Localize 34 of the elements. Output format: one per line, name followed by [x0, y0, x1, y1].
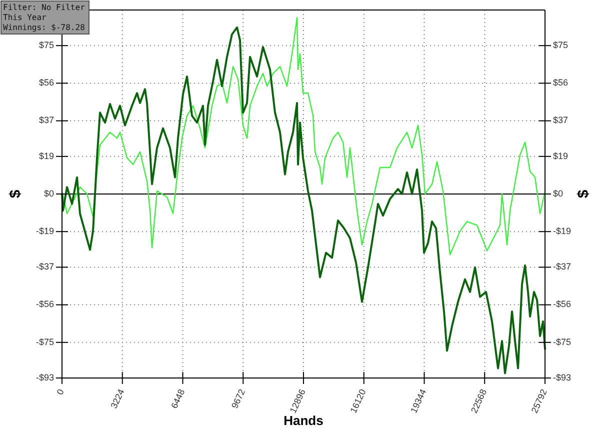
x-axis-title: Hands — [284, 413, 324, 428]
y2-tick-label: -$19 — [553, 226, 572, 236]
y2-tick-label: $19 — [553, 150, 568, 161]
annotation: Filter: No Filter — [3, 3, 86, 12]
x-tick-label: 0 — [54, 388, 66, 396]
x-tick-label: 19344 — [408, 388, 428, 415]
y2-tick-label: $37 — [553, 115, 568, 126]
annotation: Winnings: $-78.28 — [3, 23, 86, 32]
y-tick-label: -$75 — [36, 336, 54, 347]
y-tick-label: $19 — [38, 150, 54, 161]
x-tick-label: 22568 — [468, 388, 489, 415]
y2-tick-label: -$56 — [553, 299, 572, 310]
x-tick-label: 6448 — [169, 388, 187, 410]
y2-axis-title: $ — [575, 189, 592, 198]
y-tick-label: $56 — [38, 78, 54, 88]
y-tick-label: $0 — [44, 188, 54, 198]
y-tick-label: -$37 — [36, 262, 54, 272]
y2-tick-label: -$37 — [553, 262, 572, 272]
x-tick-label: 9672 — [230, 388, 248, 410]
y-axis-title: $ — [7, 189, 24, 198]
x-tick-label: 12896 — [288, 388, 308, 415]
y2-tick-label: -$75 — [553, 336, 572, 347]
y-tick-label: -$56 — [36, 299, 54, 310]
y-tick-label: -$19 — [36, 226, 54, 236]
y-tick-label: $37 — [38, 115, 54, 126]
y-tick-label: -$93 — [36, 372, 54, 382]
y2-tick-label: $0 — [553, 188, 564, 198]
text: This Year — [3, 13, 47, 22]
y2-tick-label: -$93 — [553, 372, 572, 382]
y2-tick-label: $75 — [553, 40, 568, 50]
x-tick-label: 16120 — [348, 388, 368, 415]
y-tick-label: $75 — [38, 40, 54, 50]
y2-tick-label: $56 — [553, 78, 568, 88]
x-tick-label: 3224 — [108, 388, 126, 410]
